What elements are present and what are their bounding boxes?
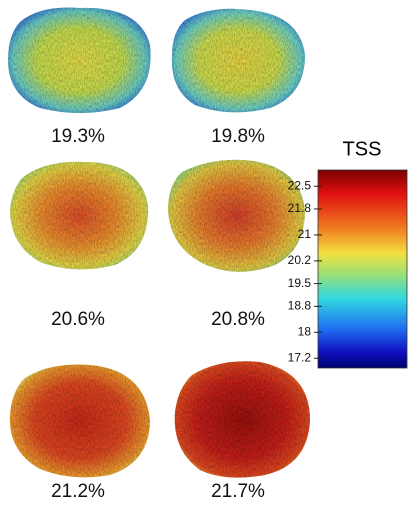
fruit-map bbox=[168, 160, 305, 272]
colorbar bbox=[318, 170, 407, 368]
fruit-map bbox=[175, 361, 310, 477]
panel-label: 21.7% bbox=[211, 481, 265, 502]
tick-label: 18 bbox=[298, 324, 312, 338]
tick-label: 21 bbox=[298, 227, 312, 241]
tick-label: 20.2 bbox=[288, 253, 312, 267]
fruit-map bbox=[10, 365, 150, 478]
panel-label: 20.6% bbox=[51, 309, 105, 330]
fruit-map bbox=[10, 162, 148, 270]
figure: TSS 19.3% 19.8% 20.6% 20.8% 21.2% 21.7% 22.5 21… bbox=[0, 0, 409, 508]
tick-label: 22.5 bbox=[288, 178, 312, 192]
tick-label: 19.5 bbox=[288, 276, 312, 290]
colorbar-title: TSS bbox=[343, 138, 382, 160]
panel-label: 19.8% bbox=[211, 126, 265, 147]
panel-label: 20.8% bbox=[211, 309, 265, 330]
tick-label: 17.2 bbox=[288, 350, 312, 364]
fruit-map bbox=[172, 9, 305, 113]
fruit-maps bbox=[8, 8, 310, 478]
tick-label: 21.8 bbox=[288, 201, 312, 215]
tick-label: 18.8 bbox=[288, 298, 312, 312]
panel-label: 19.3% bbox=[51, 126, 105, 147]
fruit-map bbox=[8, 8, 151, 113]
panel-label: 21.2% bbox=[51, 481, 105, 502]
